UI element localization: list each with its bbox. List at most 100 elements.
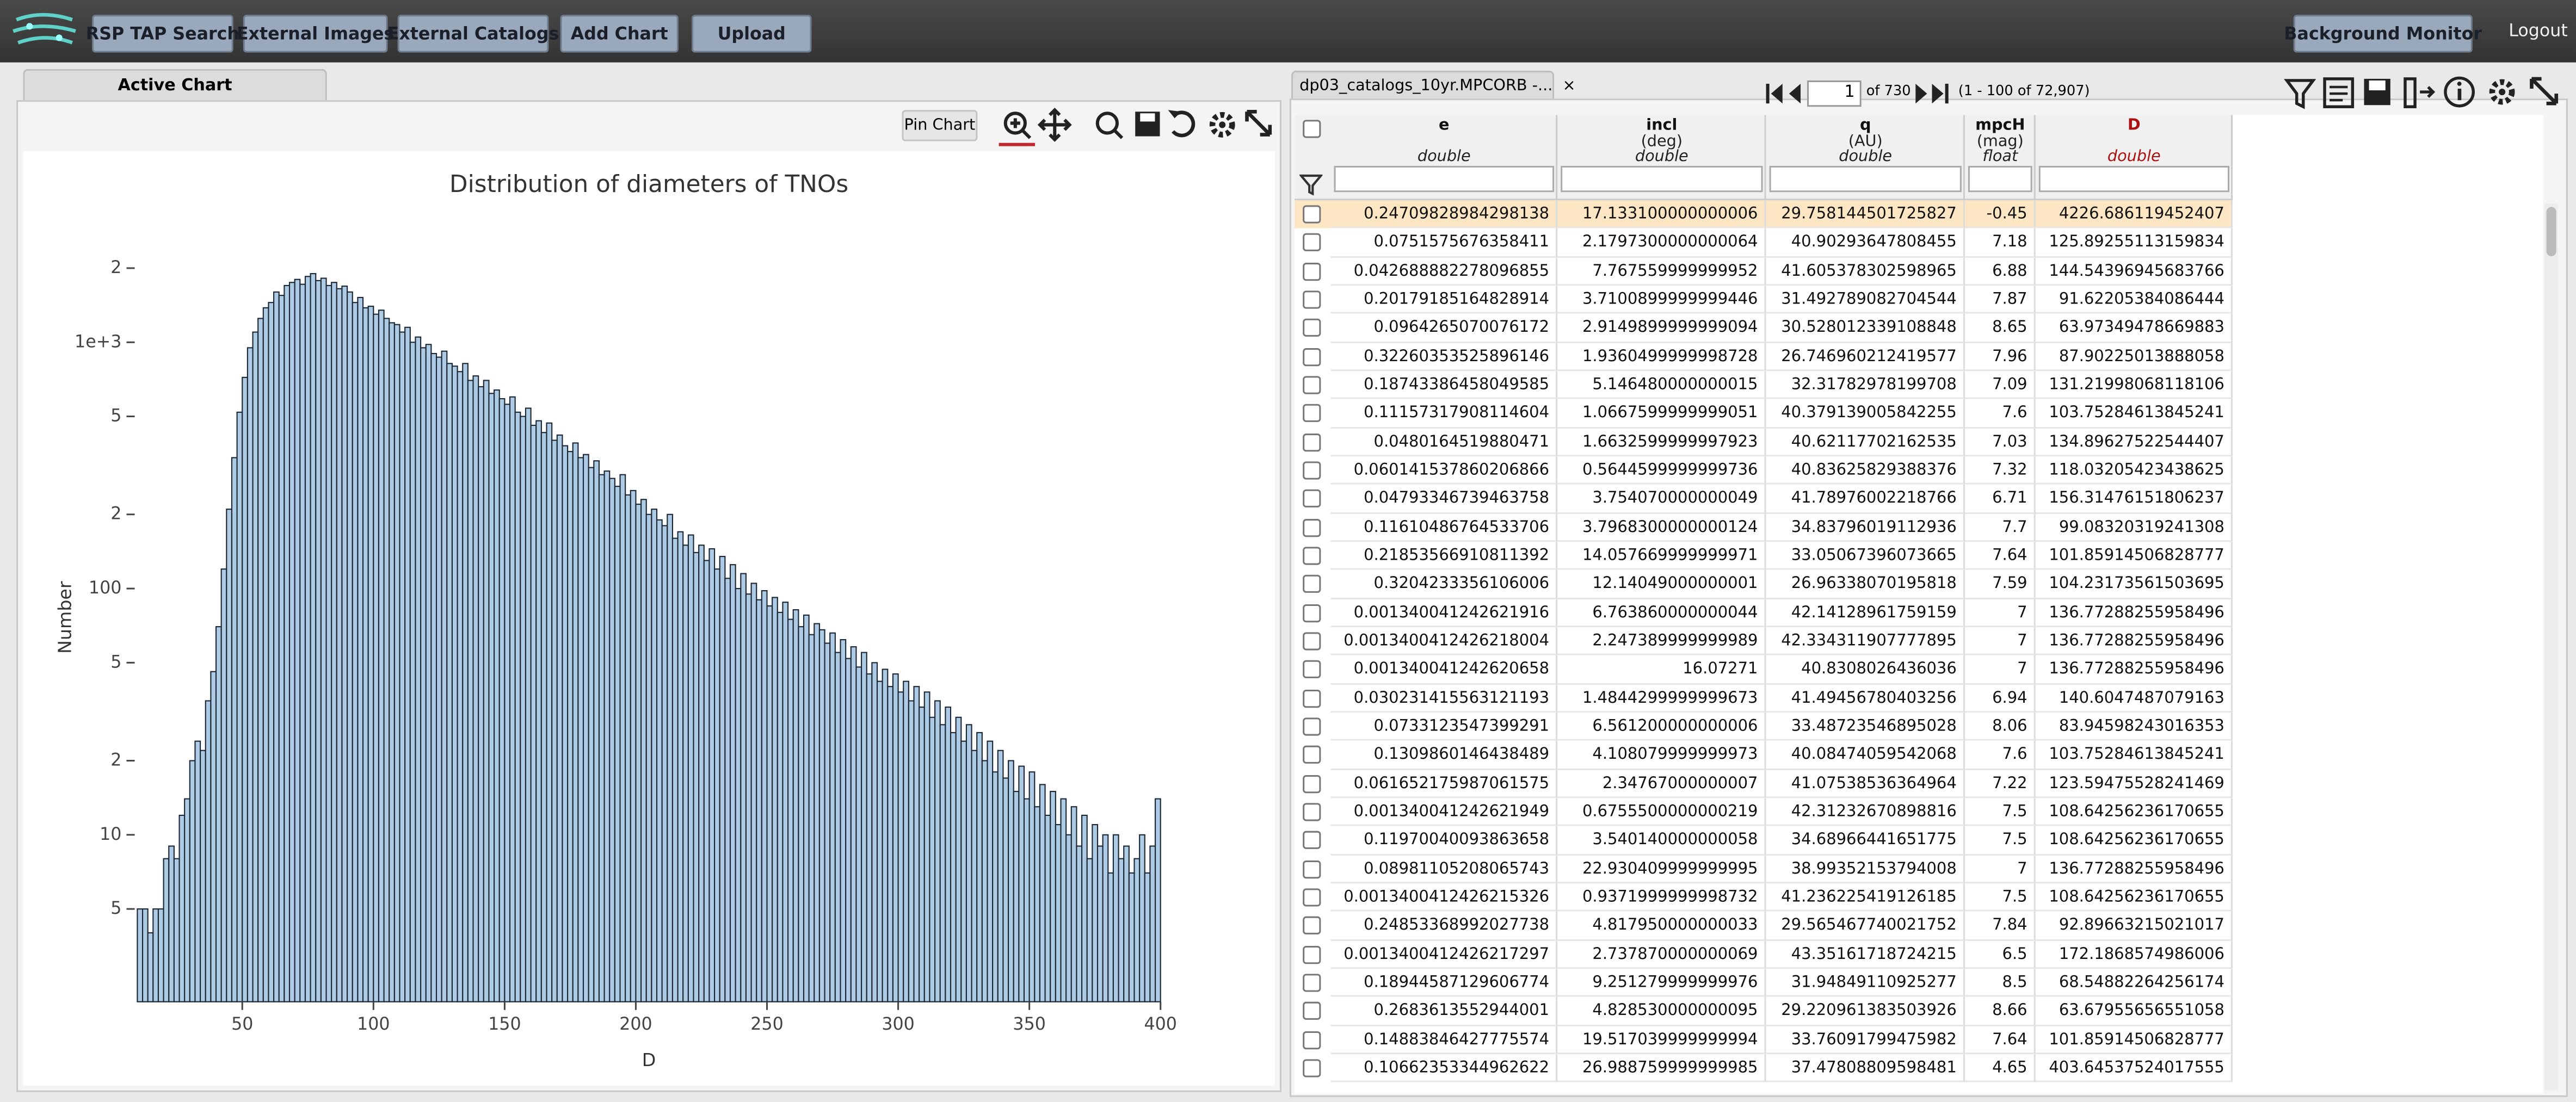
row-checkbox[interactable]	[1303, 205, 1321, 224]
bar	[404, 326, 411, 1002]
settings-icon[interactable]	[1209, 112, 1235, 138]
row-checkbox[interactable]	[1303, 945, 1321, 963]
close-icon[interactable]: ×	[1562, 77, 1576, 96]
column-filter[interactable]	[1561, 165, 1763, 193]
last-page[interactable]	[1932, 83, 1949, 104]
row-checkbox[interactable]	[1303, 376, 1321, 394]
cell: 30.528012339108848	[1766, 314, 1965, 343]
cell: 108.64256236170655	[2035, 826, 2233, 855]
bar	[462, 363, 469, 1002]
cell: 7.59	[1964, 570, 2036, 599]
first-page[interactable]	[1766, 83, 1783, 104]
row-checkbox[interactable]	[1303, 319, 1321, 337]
row-checkbox[interactable]	[1303, 490, 1321, 508]
row-checkbox[interactable]	[1303, 233, 1321, 252]
column-filter[interactable]	[1334, 165, 1555, 193]
column-type: double	[1635, 147, 1688, 166]
row-checkbox[interactable]	[1303, 404, 1321, 423]
y-tick-label: 2	[110, 258, 121, 277]
row-checkbox[interactable]	[1303, 660, 1321, 679]
cell: 7.96	[1964, 342, 2036, 372]
expand-icon[interactable]	[2530, 77, 2559, 106]
cell: 22.930409999999995	[1557, 855, 1766, 884]
row-checkbox[interactable]	[1303, 888, 1321, 907]
page-input[interactable]: 1	[1807, 80, 1862, 107]
cell: 2.737870000000069	[1557, 940, 1766, 969]
prev-page[interactable]	[1789, 83, 1801, 104]
row-checkbox[interactable]	[1303, 974, 1321, 992]
bar	[478, 386, 484, 1002]
cell: 99.08320319241308	[2035, 513, 2233, 542]
logo[interactable]	[10, 7, 82, 56]
zoom-icon[interactable]	[999, 112, 1036, 146]
row-checkbox[interactable]	[1303, 1002, 1321, 1020]
cell: 29.758144501725827	[1766, 200, 1965, 229]
filter-icon[interactable]	[1299, 172, 1323, 196]
row-checkbox[interactable]	[1303, 518, 1321, 537]
button[interactable]: External Catalogs	[387, 15, 559, 53]
tab[interactable]: Active Chart	[23, 69, 327, 102]
row-checkbox[interactable]	[1303, 689, 1321, 708]
settings-icon[interactable]	[2489, 79, 2515, 105]
column-name[interactable]: D	[2127, 116, 2141, 135]
columns-icon[interactable]	[2404, 77, 2436, 108]
column-name[interactable]: q	[1859, 116, 1871, 135]
bar	[698, 544, 705, 1002]
row-checkbox[interactable]	[1303, 1030, 1321, 1049]
row-checkbox[interactable]	[1303, 432, 1321, 451]
bar	[425, 344, 432, 1002]
row-checkbox[interactable]	[1303, 717, 1321, 736]
row-checkbox[interactable]	[1303, 575, 1321, 593]
row-checkbox[interactable]	[1303, 603, 1321, 622]
save-icon[interactable]	[2364, 78, 2390, 106]
logout[interactable]: Logout	[2509, 21, 2568, 41]
row-checkbox[interactable]	[1303, 347, 1321, 366]
column-name[interactable]: incl	[1646, 116, 1678, 135]
button[interactable]: RSP TAP Search	[86, 15, 239, 53]
expand-icon[interactable]	[1245, 109, 1272, 137]
bar	[288, 282, 295, 1002]
pin-chart[interactable]: Pin Chart	[902, 110, 978, 141]
undo-icon[interactable]	[1168, 110, 1195, 138]
bar	[750, 583, 757, 1002]
button[interactable]: Upload	[692, 15, 812, 53]
column-filter[interactable]	[2038, 165, 2229, 193]
text-view-icon[interactable]	[2323, 77, 2355, 108]
row-checkbox[interactable]	[1303, 290, 1321, 309]
reset-zoom-icon[interactable]	[1095, 112, 1124, 139]
button[interactable]: Add Chart	[560, 15, 679, 53]
tab[interactable]: dp03_catalogs_10yr.MPCORB -... ×	[1291, 70, 1576, 101]
row-checkbox[interactable]	[1303, 917, 1321, 935]
y-tick-label: 10	[100, 825, 121, 844]
cell: 7.64	[1964, 1025, 2036, 1054]
row-checkbox[interactable]	[1303, 547, 1321, 565]
bar	[1039, 784, 1046, 1002]
row-checkbox[interactable]	[1303, 831, 1321, 850]
bar	[729, 564, 736, 1002]
row	[1295, 513, 2233, 542]
pan-icon[interactable]	[1037, 108, 1072, 142]
save-icon[interactable]	[1135, 112, 1160, 137]
scroll-thumb[interactable]	[2546, 207, 2556, 256]
column-name[interactable]: mpcH	[1975, 116, 2025, 135]
cell: 0.24709828984298138	[1330, 200, 1558, 229]
scrollbar[interactable]	[2544, 203, 2558, 1091]
column-filter[interactable]	[1968, 165, 2032, 193]
row-checkbox[interactable]	[1303, 262, 1321, 281]
select-all-checkbox[interactable]	[1303, 120, 1321, 138]
row-checkbox[interactable]	[1303, 461, 1321, 480]
bar	[472, 375, 479, 1002]
info-icon[interactable]	[2444, 76, 2475, 108]
row-checkbox[interactable]	[1303, 774, 1321, 793]
row-checkbox[interactable]	[1303, 803, 1321, 821]
column-name[interactable]: e	[1439, 116, 1450, 135]
filter-icon[interactable]	[2284, 79, 2316, 109]
next-page[interactable]	[1915, 83, 1927, 104]
row-checkbox[interactable]	[1303, 746, 1321, 764]
row-checkbox[interactable]	[1303, 632, 1321, 651]
button[interactable]: External Images	[237, 15, 394, 53]
row-checkbox[interactable]	[1303, 1059, 1321, 1078]
background-monitor[interactable]: Background Monitor	[2284, 15, 2482, 53]
row-checkbox[interactable]	[1303, 859, 1321, 878]
column-filter[interactable]	[1769, 165, 1962, 193]
